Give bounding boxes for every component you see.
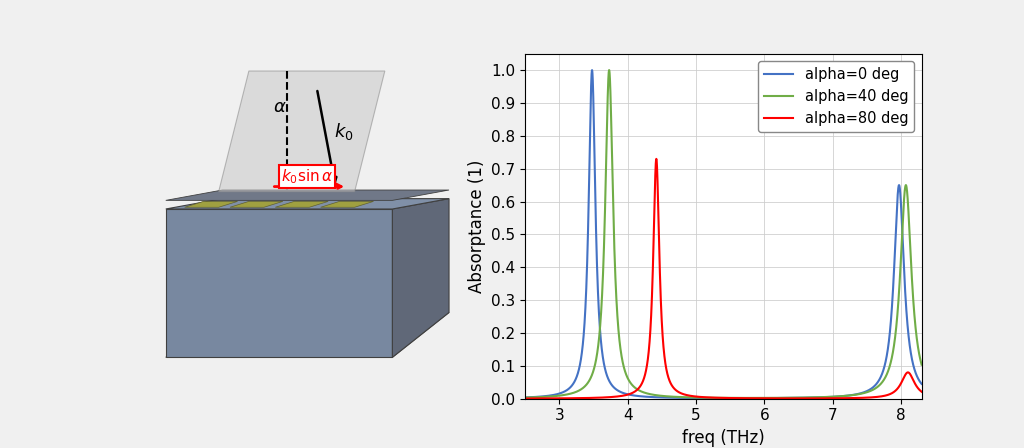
Line: alpha=40 deg: alpha=40 deg (525, 70, 922, 398)
alpha=40 deg (757, 395, 769, 401)
alpha=80 deg (777, 396, 790, 401)
Text: $k_0\sin\alpha$: $k_0\sin\alpha$ (281, 168, 333, 186)
alpha=40 deg (815, 395, 827, 400)
Y-axis label: Absorptance (1): Absorptance (1) (468, 159, 485, 293)
alpha=80 deg (671, 388, 683, 393)
alpha=40 deg (603, 67, 615, 73)
alpha=0 deg (815, 395, 827, 400)
Polygon shape (275, 202, 328, 207)
Polygon shape (230, 202, 283, 207)
alpha=40 deg (744, 395, 757, 401)
alpha=80 deg (757, 396, 769, 401)
alpha=40 deg (777, 395, 790, 401)
Polygon shape (184, 202, 238, 207)
Polygon shape (166, 209, 392, 358)
alpha=40 deg (591, 351, 603, 357)
Polygon shape (166, 198, 450, 209)
alpha=0 deg (845, 392, 857, 398)
Polygon shape (321, 202, 374, 207)
Legend: alpha=0 deg, alpha=40 deg, alpha=80 deg: alpha=0 deg, alpha=40 deg, alpha=80 deg (758, 61, 914, 132)
Polygon shape (166, 190, 450, 200)
alpha=80 deg (591, 395, 603, 401)
Text: $\alpha$: $\alpha$ (273, 99, 287, 116)
alpha=0 deg (671, 395, 683, 401)
alpha=0 deg (586, 68, 598, 73)
Polygon shape (392, 198, 450, 358)
alpha=0 deg (757, 396, 769, 401)
alpha=80 deg (815, 396, 827, 401)
alpha=80 deg (845, 396, 857, 401)
alpha=40 deg (671, 394, 683, 400)
alpha=0 deg (915, 381, 928, 387)
Line: alpha=0 deg: alpha=0 deg (525, 70, 922, 398)
alpha=80 deg (650, 156, 663, 162)
Polygon shape (166, 313, 450, 358)
alpha=0 deg (591, 267, 603, 272)
alpha=0 deg (777, 395, 790, 401)
alpha=40 deg (845, 392, 857, 398)
Polygon shape (219, 71, 385, 192)
alpha=0 deg (519, 395, 531, 400)
alpha=40 deg (519, 395, 531, 400)
X-axis label: freq (THz): freq (THz) (682, 429, 765, 447)
Line: alpha=80 deg: alpha=80 deg (525, 159, 922, 399)
Text: $k_0$: $k_0$ (334, 121, 353, 142)
alpha=0 deg (730, 396, 742, 401)
alpha=40 deg (915, 362, 928, 367)
alpha=80 deg (519, 396, 531, 401)
alpha=80 deg (915, 389, 928, 394)
